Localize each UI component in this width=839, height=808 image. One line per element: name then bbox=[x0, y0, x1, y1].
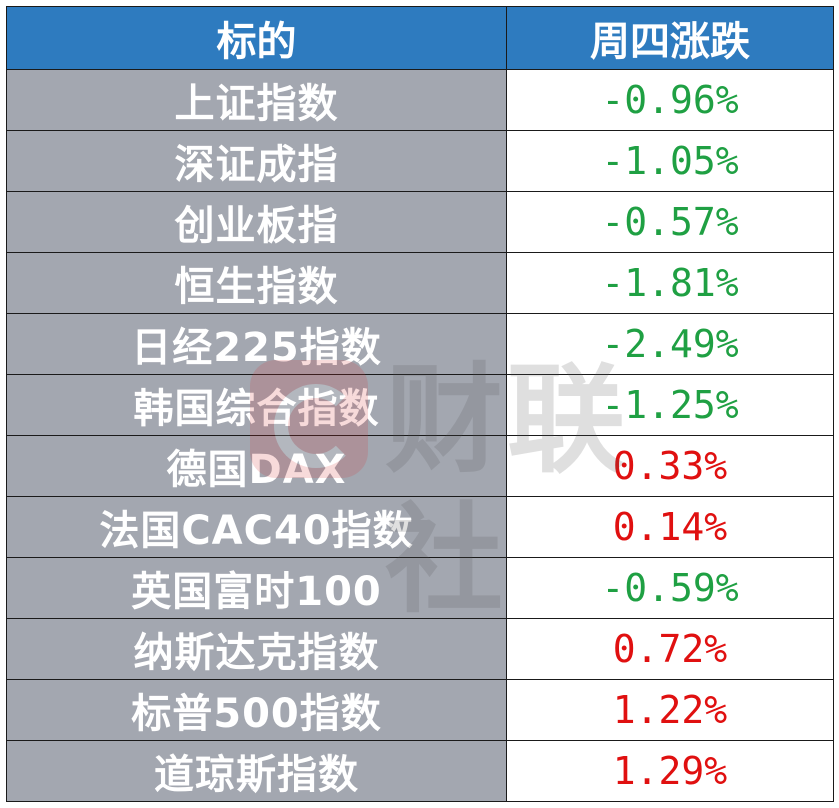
index-change: -1.25% bbox=[506, 374, 834, 436]
table-row: 纳斯达克指数 0.72% bbox=[6, 618, 834, 680]
table-row: 深证成指 -1.05% bbox=[6, 130, 834, 192]
index-name: 道琼斯指数 bbox=[6, 740, 507, 802]
index-change: 0.33% bbox=[506, 435, 834, 497]
index-change: -0.96% bbox=[506, 69, 834, 131]
index-name: 日经225指数 bbox=[6, 313, 507, 375]
index-change: 0.14% bbox=[506, 496, 834, 558]
index-change: -0.57% bbox=[506, 191, 834, 253]
index-name: 上证指数 bbox=[6, 69, 507, 131]
index-name: 德国DAX bbox=[6, 435, 507, 497]
header-change: 周四涨跌 bbox=[506, 6, 834, 70]
index-change: -2.49% bbox=[506, 313, 834, 375]
index-change: 0.72% bbox=[506, 618, 834, 680]
index-change: -1.05% bbox=[506, 130, 834, 192]
table-row: 法国CAC40指数 0.14% bbox=[6, 496, 834, 558]
table-row: 日经225指数 -2.49% bbox=[6, 313, 834, 375]
index-change: 1.22% bbox=[506, 679, 834, 741]
index-name: 韩国综合指数 bbox=[6, 374, 507, 436]
index-name: 标普500指数 bbox=[6, 679, 507, 741]
table-row: 恒生指数 -1.81% bbox=[6, 252, 834, 314]
table-row: 韩国综合指数 -1.25% bbox=[6, 374, 834, 436]
index-change: 1.29% bbox=[506, 740, 834, 802]
table-row: 创业板指 -0.57% bbox=[6, 191, 834, 253]
index-name: 纳斯达克指数 bbox=[6, 618, 507, 680]
index-name: 法国CAC40指数 bbox=[6, 496, 507, 558]
table-row: 上证指数 -0.96% bbox=[6, 69, 834, 131]
table-row: 英国富时100 -0.59% bbox=[6, 557, 834, 619]
index-name: 深证成指 bbox=[6, 130, 507, 192]
index-change-table: 标的 周四涨跌 上证指数 -0.96% 深证成指 -1.05% 创业板指 -0.… bbox=[6, 6, 834, 802]
table-header-row: 标的 周四涨跌 bbox=[6, 6, 834, 70]
table-row: 德国DAX 0.33% bbox=[6, 435, 834, 497]
index-change: -0.59% bbox=[506, 557, 834, 619]
index-change: -1.81% bbox=[506, 252, 834, 314]
table-row: 道琼斯指数 1.29% bbox=[6, 740, 834, 802]
table-row: 标普500指数 1.22% bbox=[6, 679, 834, 741]
index-name: 恒生指数 bbox=[6, 252, 507, 314]
index-name: 创业板指 bbox=[6, 191, 507, 253]
index-name: 英国富时100 bbox=[6, 557, 507, 619]
header-name: 标的 bbox=[6, 6, 507, 70]
